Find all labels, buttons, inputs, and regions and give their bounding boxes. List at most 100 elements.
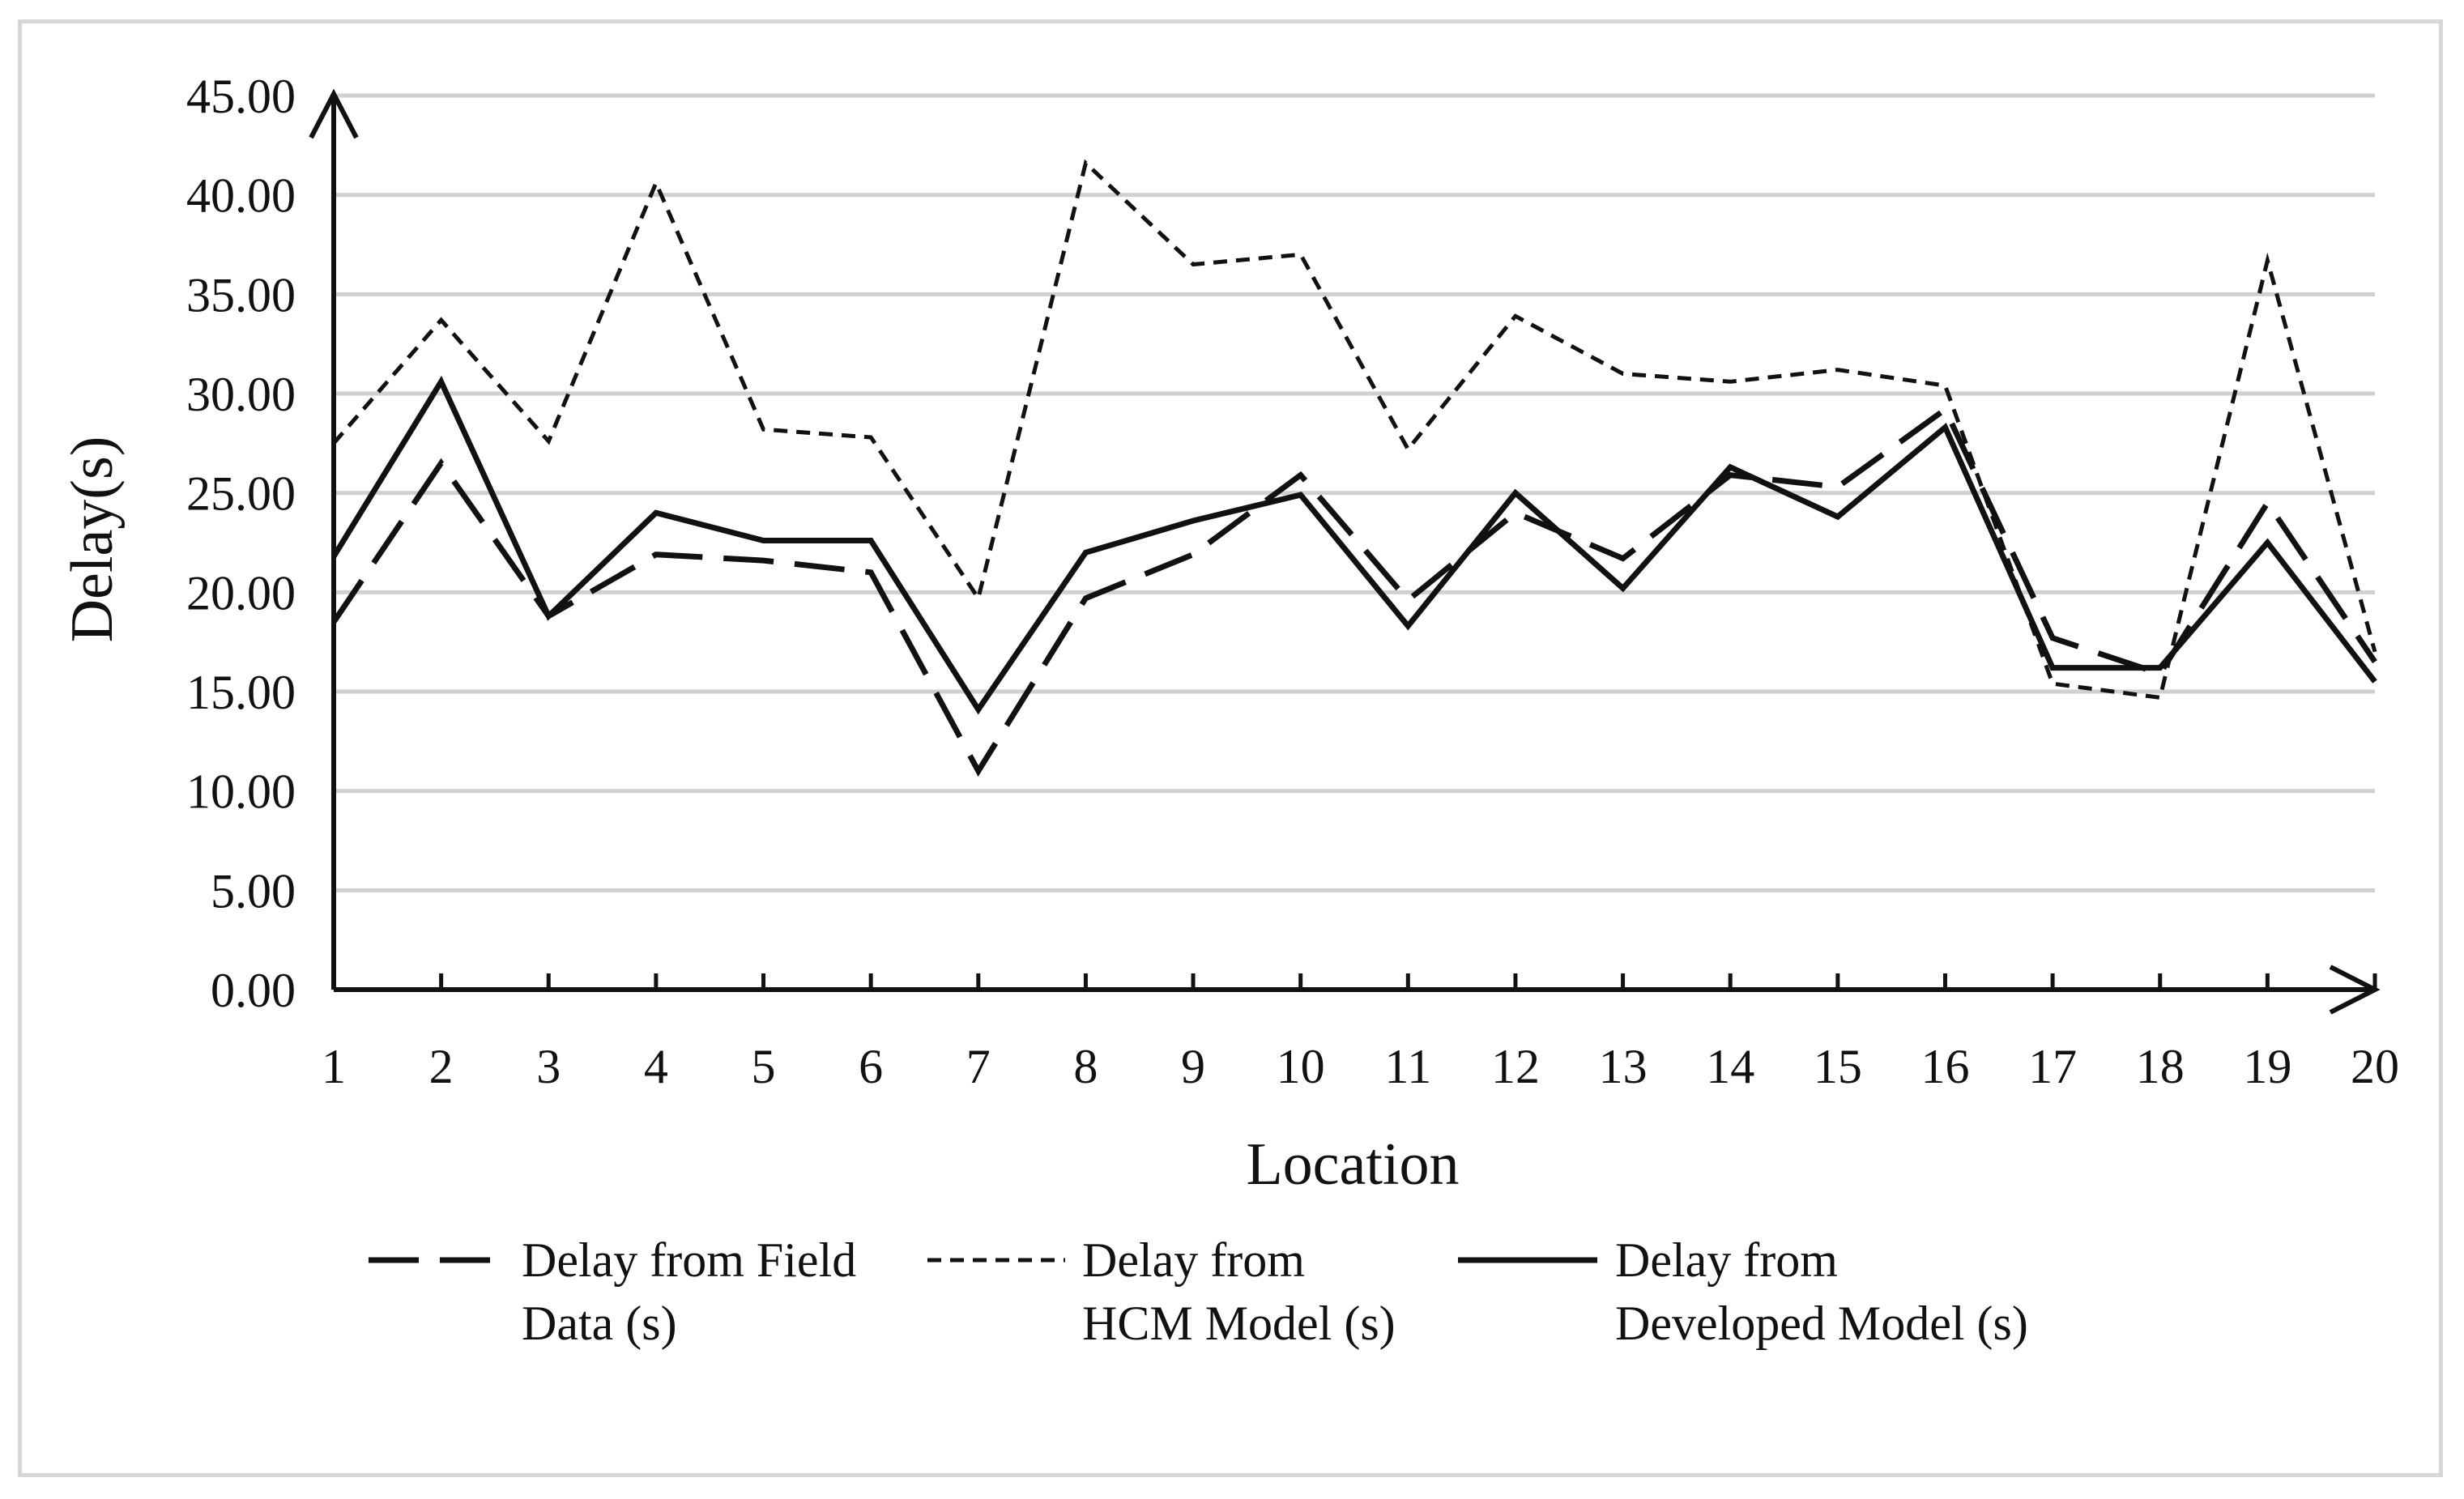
data-point — [1727, 464, 1733, 471]
data-point — [545, 613, 552, 620]
x-tick-label: 18 — [2136, 1040, 2185, 1093]
legend-label-field-line1: Delay from Field — [522, 1233, 856, 1287]
x-tick-label: 2 — [429, 1040, 454, 1093]
x-tick-label: 1 — [322, 1040, 346, 1093]
x-tick-label: 3 — [536, 1040, 561, 1093]
data-point — [761, 538, 767, 544]
data-point — [1082, 595, 1089, 602]
data-point — [1942, 407, 1948, 413]
x-tick-label: 19 — [2243, 1040, 2291, 1093]
data-point — [2049, 680, 2056, 687]
x-tick-label: 20 — [2351, 1040, 2399, 1093]
data-point — [2264, 258, 2270, 264]
data-point — [2157, 665, 2163, 671]
x-tick-label: 5 — [752, 1040, 776, 1093]
data-point — [868, 569, 874, 576]
data-point — [1298, 472, 1304, 479]
x-tick-label: 4 — [644, 1040, 668, 1093]
data-point — [2264, 539, 2270, 546]
legend-label-developed-line1: Delay from — [1615, 1233, 1838, 1287]
data-point — [1190, 262, 1196, 268]
y-tick-label: 15.00 — [186, 666, 296, 719]
data-point — [2157, 671, 2163, 677]
axes — [309, 88, 2381, 1015]
x-tick-label: 16 — [1920, 1040, 1969, 1093]
data-point — [1082, 160, 1089, 166]
data-point — [438, 460, 445, 466]
data-point — [438, 378, 445, 385]
y-tick-label: 40.00 — [186, 169, 296, 223]
series-line-1 — [331, 405, 2377, 777]
legend-label-developed-line2: Developed Model (s) — [1615, 1297, 2028, 1350]
data-point — [1942, 382, 1948, 389]
data-point — [1405, 623, 1411, 629]
data-point — [1512, 509, 1519, 516]
x-tick-label: 12 — [1491, 1040, 1540, 1093]
x-tick-label: 11 — [1384, 1040, 1431, 1093]
x-tick-label: 15 — [1814, 1040, 1862, 1093]
data-point — [1620, 370, 1626, 377]
data-point — [761, 426, 767, 432]
x-tick-label: 14 — [1706, 1040, 1754, 1093]
data-point — [2049, 635, 2056, 641]
y-tick-labels: 0.00 5.00 10.00 15.00 20.00 25.00 30.00 35.00 40… — [186, 70, 296, 1017]
legend-item-field: Delay from Field Data (s) — [369, 1233, 856, 1350]
x-tick-label: 6 — [859, 1040, 883, 1093]
data-point — [2157, 694, 2163, 701]
y-tick-label: 25.00 — [186, 467, 296, 521]
data-point — [761, 557, 767, 564]
x-tick-label: 9 — [1181, 1040, 1205, 1093]
legend: Delay from Field Data (s) Delay from HCM… — [369, 1233, 2028, 1350]
data-point — [545, 438, 552, 445]
legend-label-hcm-line1: Delay from — [1082, 1233, 1305, 1287]
data-point — [868, 538, 874, 544]
legend-label-field-line2: Data (s) — [522, 1297, 677, 1350]
data-point — [653, 180, 659, 186]
data-point — [2372, 649, 2378, 655]
data-point — [1512, 490, 1519, 496]
y-tick-label: 45.00 — [186, 70, 296, 123]
x-tick-label: 13 — [1599, 1040, 1648, 1093]
data-point — [653, 551, 659, 558]
x-tick-label: 7 — [966, 1040, 991, 1093]
x-tick-labels: 1 2 3 4 5 6 7 8 9 10 11 12 13 14 15 16 17 18 19 20 — [322, 1040, 2399, 1093]
y-tick-label: 35.00 — [186, 268, 296, 322]
y-axis-title: Delay(s) — [59, 436, 126, 643]
data-point — [1727, 378, 1733, 385]
chart-frame — [18, 19, 2443, 1477]
data-point — [868, 434, 874, 441]
x-tick-label: 17 — [2028, 1040, 2077, 1093]
data-point — [1298, 492, 1304, 498]
data-point — [1405, 597, 1411, 603]
data-point — [653, 509, 659, 516]
data-point — [1190, 551, 1196, 558]
data-point — [438, 317, 445, 323]
gridlines — [334, 93, 2375, 892]
data-point — [1942, 424, 1948, 431]
data-point — [1082, 549, 1089, 556]
legend-label-hcm-line2: HCM Model (s) — [1082, 1297, 1396, 1350]
y-tick-label: 30.00 — [186, 368, 296, 421]
data-point — [1190, 517, 1196, 524]
y-tick-label: 0.00 — [211, 964, 296, 1017]
data-point — [975, 768, 982, 774]
x-tick-label: 8 — [1073, 1040, 1098, 1093]
y-tick-label: 5.00 — [211, 864, 296, 918]
data-point — [2049, 665, 2056, 671]
data-point — [1835, 513, 1841, 520]
data-point — [1512, 313, 1519, 319]
series-line-3 — [331, 375, 2377, 715]
y-tick-label: 20.00 — [186, 566, 296, 620]
data-point — [2372, 658, 2378, 665]
data-point — [1620, 585, 1626, 591]
data-point — [2372, 679, 2378, 685]
y-tick-label: 10.00 — [186, 765, 296, 819]
series-lines — [331, 159, 2378, 777]
data-point — [975, 595, 982, 602]
legend-item-developed: Delay from Developed Model (s) — [1458, 1233, 2028, 1350]
data-point — [1405, 446, 1411, 453]
data-point — [1620, 556, 1626, 562]
series-line-2 — [332, 159, 2377, 701]
x-tick-label: 10 — [1277, 1040, 1325, 1093]
